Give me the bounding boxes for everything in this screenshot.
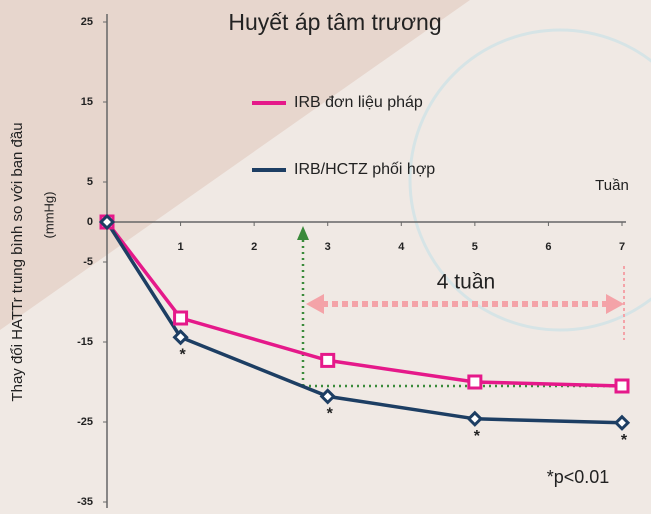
note: *p<0.01 — [547, 467, 610, 487]
y-tick-label: -15 — [77, 336, 93, 348]
x-tick-label: 1 — [178, 241, 184, 253]
x-tick-label: 2 — [251, 241, 257, 253]
significance-mark: * — [327, 406, 334, 423]
chart: Huyết áp tâm trương Thay đổi HATTr trung… — [0, 0, 651, 514]
y-tick-label: 5 — [87, 176, 93, 188]
y-axis-unit: (mmHg) — [41, 192, 56, 239]
chart-title: Huyết áp tâm trương — [228, 9, 441, 35]
x-tick-label: 6 — [545, 241, 551, 253]
x-tick-label: 5 — [472, 241, 478, 253]
point — [175, 312, 187, 324]
y-tick-label: -5 — [83, 256, 93, 268]
x-tick-label: 7 — [619, 241, 625, 253]
significance-mark: * — [179, 346, 186, 363]
x-axis-label: Tuần — [595, 177, 629, 194]
page: {"chart_data": {"type": "line", "title":… — [0, 0, 651, 514]
duration-label: 4 tuần — [437, 271, 495, 294]
x-tick-label: 3 — [325, 241, 331, 253]
y-tick-label: 25 — [81, 16, 93, 28]
y-tick-label: 15 — [81, 96, 93, 108]
significance-mark: * — [621, 432, 628, 449]
y-axis-label: Thay đổi HATTr trung bình so với ban đầu — [9, 122, 26, 401]
point — [469, 376, 481, 388]
point — [322, 354, 334, 366]
y-tick-label: -25 — [77, 416, 93, 428]
y-tick-label: -35 — [77, 496, 93, 508]
point — [616, 380, 628, 392]
legend-label: IRB đơn liệu pháp — [294, 94, 423, 111]
significance-mark: * — [474, 428, 481, 445]
x-tick-label: 4 — [398, 241, 405, 253]
legend-label: IRB/HCTZ phối hợp — [294, 161, 435, 178]
y-tick-label: 0 — [87, 216, 93, 228]
